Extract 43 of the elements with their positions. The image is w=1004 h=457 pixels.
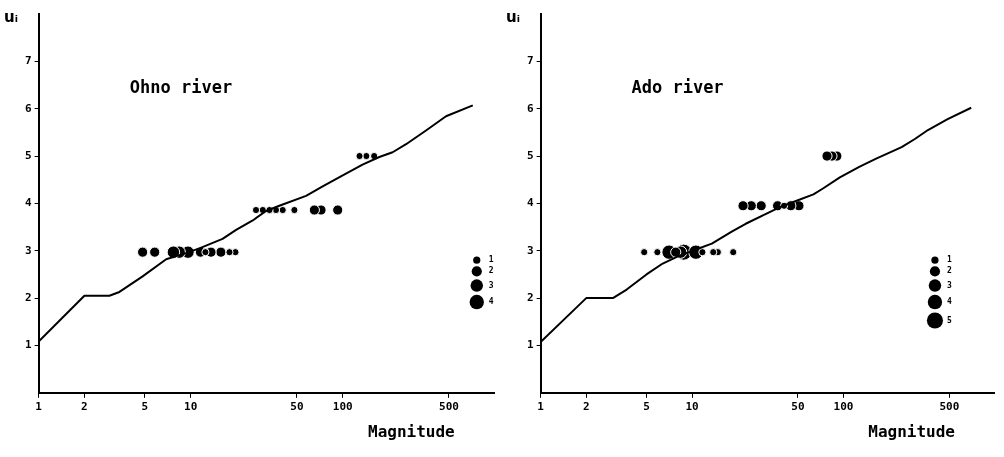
annotation: Ohno river: [129, 77, 233, 98]
legend-label: 2: [488, 266, 494, 276]
y-axis-title: uᵢ: [506, 7, 520, 26]
y-tick-label: 1: [527, 338, 534, 352]
legend-label: 2: [946, 266, 952, 276]
y-tick-label: 4: [527, 196, 534, 210]
x-tick-label: 50: [290, 400, 304, 414]
legend-label: 3: [488, 280, 494, 290]
legend-label: 4: [946, 297, 952, 307]
x-tick-label: 500: [439, 400, 459, 414]
x-tick-label: 5: [643, 400, 650, 414]
x-tick-label: 100: [332, 400, 353, 414]
y-tick-label: 2: [25, 290, 32, 304]
y-tick-label: 6: [527, 101, 534, 115]
x-tick-label: 2: [81, 400, 88, 414]
legend-label: 1: [488, 255, 494, 265]
y-tick-label: 4: [25, 196, 32, 210]
y-tick-label: 1: [25, 338, 32, 352]
x-tick-label: 5: [141, 400, 149, 414]
y-axis-title: uᵢ: [4, 7, 18, 26]
x-tick-label: 10: [184, 400, 198, 414]
legend-label: 5: [946, 315, 952, 325]
legend-label: 4: [488, 297, 494, 307]
y-tick-label: 5: [527, 148, 534, 162]
annotation: Ado river: [631, 77, 724, 98]
x-tick-label: 1: [35, 400, 43, 414]
legend-label: 3: [946, 280, 952, 290]
x-tick-label: 2: [582, 400, 590, 414]
y-tick-label: 7: [25, 54, 32, 68]
x-tick-label: 1: [537, 400, 545, 414]
y-tick-label: 5: [25, 148, 32, 162]
y-tick-label: 3: [25, 243, 32, 257]
legend-label: 1: [946, 255, 952, 265]
x-tick-label: 500: [939, 400, 960, 414]
y-tick-label: 3: [527, 243, 534, 257]
y-tick-label: 6: [25, 101, 32, 115]
x-tick-label: 10: [685, 400, 699, 414]
x-tick-label: 100: [833, 400, 854, 414]
y-tick-label: 7: [527, 54, 534, 68]
x-tick-label: 50: [791, 400, 805, 414]
x-axis-title: Magnitude: [868, 421, 955, 441]
y-tick-label: 2: [527, 290, 534, 304]
x-axis-title: Magnitude: [368, 421, 455, 441]
